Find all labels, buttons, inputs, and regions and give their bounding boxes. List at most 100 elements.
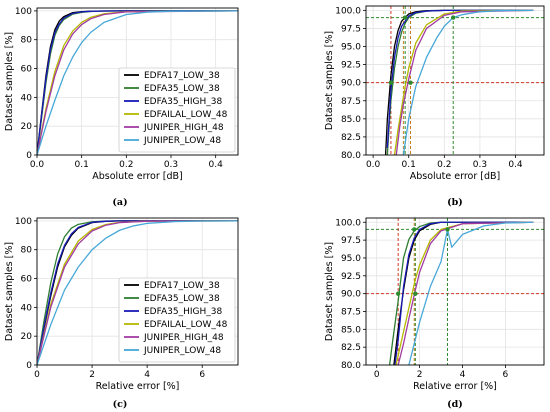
marker-point <box>451 15 456 20</box>
marker-point <box>395 291 401 296</box>
series-line-EDFA35_HIGH_38 <box>37 220 238 365</box>
y-axis-label: Dataset samples [%] <box>4 242 15 341</box>
plot-frame <box>365 5 545 156</box>
y-tick-label: 97.5 <box>341 24 361 34</box>
y-tick-label: 20 <box>21 332 33 342</box>
series-line-EDFAILAL_LOW_48 <box>393 9 534 155</box>
x-axis-label: Relative error [%] <box>96 381 180 392</box>
y-tick-label: 40 <box>21 303 33 313</box>
legend-entry: JUNIPER_LOW_48 <box>143 136 221 146</box>
x-tick-label: 6 <box>503 370 509 380</box>
x-tick-label: 0.4 <box>209 160 224 170</box>
marker-point <box>412 227 417 232</box>
y-tick-label: 60 <box>21 275 33 285</box>
x-tick-label: 0 <box>34 370 40 380</box>
x-axis-label: Absolute error [dB] <box>92 171 183 182</box>
x-tick-label: 0.1 <box>75 160 89 170</box>
y-tick-label: 100 <box>15 217 32 227</box>
x-tick-label: 0.3 <box>473 160 487 170</box>
series-line-EDFA35_HIGH_38 <box>394 221 534 365</box>
x-tick-label: 2 <box>89 370 95 380</box>
marker-point <box>408 80 413 85</box>
x-tick-label: 0.0 <box>30 160 45 170</box>
y-tick-label: 90.0 <box>341 290 361 300</box>
y-tick-label: 82.5 <box>341 133 361 143</box>
y-tick-label: 95.0 <box>341 43 361 53</box>
y-tick-label: 40 <box>21 93 33 103</box>
y-tick-label: 80.0 <box>341 151 361 161</box>
plot-frame <box>36 7 239 156</box>
y-tick-label: 87.5 <box>341 307 361 317</box>
panel-caption: (d) <box>447 399 463 410</box>
x-tick-label: 4 <box>460 370 466 380</box>
x-tick-label: 0.2 <box>437 160 451 170</box>
y-tick-label: 60 <box>21 65 33 75</box>
panel-d: 0 2 4 6 80.0 82.5 85.0 87.5 90.0 92.5 95.0 97.5 100.… <box>324 217 545 410</box>
x-tick-label: 0 <box>374 370 380 380</box>
marker-point <box>445 227 450 232</box>
y-tick-label: 80 <box>21 246 33 256</box>
y-axis-label: Dataset samples [%] <box>324 242 335 341</box>
x-axis-label: Absolute error [dB] <box>410 171 501 182</box>
legend-entry: JUNIPER_LOW_48 <box>143 346 221 356</box>
y-tick-label: 0 <box>26 151 32 161</box>
series-line-EDFA35_HIGH_38 <box>386 9 534 148</box>
y-tick-label: 85.0 <box>341 325 361 335</box>
legend: EDFA17_LOW_38 EDFA35_LOW_38 EDFA35_HIGH_38… <box>118 277 236 363</box>
plot-frame <box>36 217 239 366</box>
plot-frame <box>365 217 545 366</box>
y-axis-label: Dataset samples [%] <box>4 32 15 131</box>
legend-entry: EDFA17_LOW_38 <box>144 281 220 291</box>
legend: EDFA17_LOW_38 EDFA35_LOW_38 EDFA35_HIGH_38… <box>118 67 236 153</box>
legend-entry: EDFA35_HIGH_38 <box>144 97 222 107</box>
legend-entry: EDFAILAL_LOW_48 <box>144 320 228 330</box>
y-tick-label: 90.0 <box>341 79 361 89</box>
marker-point <box>402 15 408 20</box>
x-tick-label: 0.4 <box>508 160 523 170</box>
legend-entry: JUNIPER_HIGH_48 <box>143 333 224 343</box>
marker-point <box>413 291 418 296</box>
legend-entry: EDFA35_LOW_38 <box>144 84 220 94</box>
panel-b: 0.0 0.1 0.2 0.3 0.4 80.0 82.5 85.0 87.5 90.0 92.5 9… <box>324 5 545 208</box>
legend-entry: EDFA17_LOW_38 <box>144 71 220 81</box>
y-tick-label: 100.0 <box>335 6 361 16</box>
panel-caption: (c) <box>113 399 128 410</box>
series-line-JUNIPER_HIGH_48 <box>37 220 238 365</box>
marker-point <box>388 80 394 85</box>
series-line-JUNIPER_LOW_48 <box>37 220 238 365</box>
x-tick-label: 0.3 <box>164 160 178 170</box>
legend-entry: JUNIPER_HIGH_48 <box>143 123 224 133</box>
y-tick-label: 0 <box>26 361 32 371</box>
panel-a: 0.0 0.1 0.2 0.3 0.4 0 20 40 60 80 100 Absolute erro… <box>4 7 239 208</box>
legend-box <box>118 67 236 153</box>
x-tick-label: 0.0 <box>366 160 381 170</box>
y-tick-label: 92.5 <box>341 272 361 282</box>
x-axis-label: Relative error [%] <box>413 381 497 392</box>
panel-caption: (b) <box>447 197 463 208</box>
series-line-JUNIPER_HIGH_48 <box>397 221 534 365</box>
y-tick-label: 85.0 <box>341 115 361 125</box>
legend-entry: EDFA35_LOW_38 <box>144 294 220 304</box>
legend-entry: EDFAILAL_LOW_48 <box>144 110 228 120</box>
series-line-JUNIPER_LOW_48 <box>37 10 238 155</box>
series-line-EDFA35_HIGH_38 <box>37 10 238 155</box>
y-axis-label: Dataset samples [%] <box>324 31 335 130</box>
series-line-JUNIPER_HIGH_48 <box>37 10 238 155</box>
x-tick-label: 0.2 <box>119 160 133 170</box>
grid <box>366 6 544 156</box>
y-tick-label: 20 <box>21 122 33 132</box>
y-tick-label: 92.5 <box>341 61 361 71</box>
legend-entry: EDFA35_HIGH_38 <box>144 307 222 317</box>
legend-box <box>118 277 236 363</box>
x-tick-label: 0.1 <box>402 160 416 170</box>
y-tick-label: 80.0 <box>341 361 361 371</box>
series-line-JUNIPER_LOW_48 <box>402 9 534 155</box>
y-tick-label: 82.5 <box>341 343 361 353</box>
x-tick-label: 6 <box>199 370 205 380</box>
series-line-JUNIPER_HIGH_48 <box>395 9 534 155</box>
y-tick-label: 97.5 <box>341 236 361 246</box>
x-tick-label: 2 <box>417 370 423 380</box>
y-tick-label: 100.0 <box>335 218 361 228</box>
